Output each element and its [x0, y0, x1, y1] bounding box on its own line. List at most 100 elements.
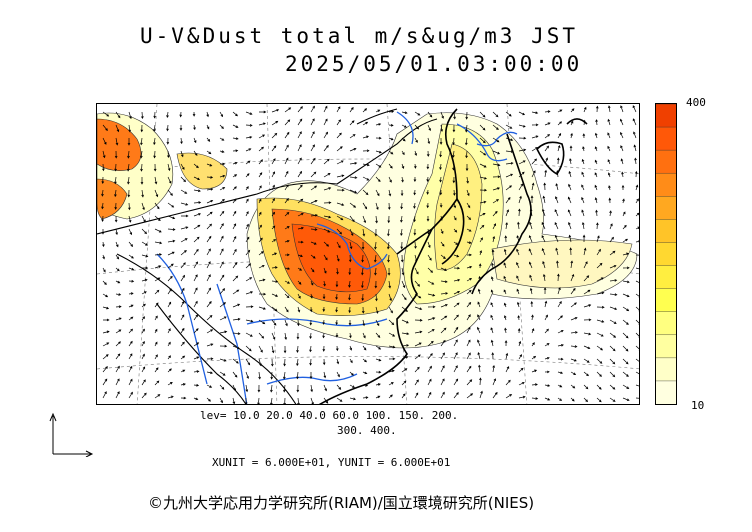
wind-arrow	[128, 228, 133, 236]
wind-arrow	[453, 241, 459, 245]
wind-arrow	[166, 111, 169, 119]
wind-arrow	[504, 327, 507, 334]
wind-arrow	[570, 371, 577, 375]
wind-arrow	[362, 135, 369, 139]
wind-arrow	[426, 150, 430, 157]
wind-arrow	[596, 305, 605, 309]
wind-arrow	[439, 150, 443, 158]
wind-arrow	[568, 221, 572, 230]
wind-arrow	[297, 240, 304, 244]
wind-arrow	[479, 188, 488, 192]
wind-arrow	[466, 393, 474, 399]
wind-arrow	[622, 371, 629, 377]
wind-arrow	[466, 189, 470, 197]
wind-arrow	[518, 395, 526, 399]
wind-arrow	[219, 174, 226, 178]
wind-arrow	[206, 163, 213, 167]
wind-arrow	[622, 280, 630, 284]
wind-arrow	[479, 150, 487, 156]
wind-arrow	[426, 176, 430, 183]
wind-arrow	[388, 110, 395, 113]
wind-arrow	[426, 189, 430, 195]
wind-arrow	[296, 345, 299, 353]
wind-arrow	[362, 189, 369, 196]
wind-arrow	[206, 124, 210, 130]
wind-arrow	[271, 266, 278, 269]
wind-arrow	[206, 274, 211, 282]
wind-arrow	[581, 221, 585, 230]
wind-arrow	[219, 397, 223, 404]
wind-arrow	[557, 329, 564, 334]
wind-arrow	[258, 292, 267, 296]
wind-arrow	[361, 254, 364, 263]
wind-arrow	[128, 241, 134, 247]
wind-arrow	[373, 254, 377, 263]
wind-arrow	[567, 196, 572, 204]
wind-arrow	[388, 357, 396, 361]
wind-arrow	[141, 328, 145, 334]
wind-arrow	[387, 254, 390, 263]
wind-arrow	[388, 293, 392, 302]
wind-arrow	[427, 254, 432, 261]
wind-arrow	[557, 109, 563, 113]
wind-arrow	[479, 124, 486, 131]
wind-arrow	[531, 383, 538, 386]
colorbar-band	[656, 265, 676, 290]
wind-arrow	[167, 163, 171, 172]
wind-arrow	[283, 358, 286, 367]
wind-arrow	[386, 241, 390, 250]
wind-arrow	[323, 118, 328, 126]
wind-arrow	[491, 352, 495, 360]
wind-arrow	[154, 341, 158, 347]
wind-arrow	[309, 358, 312, 366]
wind-arrow	[258, 211, 262, 217]
wind-arrow	[557, 315, 563, 321]
wind-arrow	[570, 302, 577, 308]
wind-arrow	[349, 107, 354, 113]
wind-arrow	[102, 163, 105, 172]
wind-arrow	[296, 332, 300, 340]
wind-arrow	[297, 170, 303, 178]
wind-arrow	[362, 396, 369, 399]
wind-arrow	[206, 315, 213, 321]
wind-arrow	[128, 316, 134, 321]
colorbar-band	[656, 242, 676, 267]
wind-arrow	[440, 391, 445, 399]
wind-arrow	[544, 110, 551, 113]
wind-arrow	[258, 146, 264, 152]
wind-arrow	[232, 261, 238, 269]
wind-arrow	[206, 176, 214, 179]
wind-arrow	[297, 306, 301, 313]
wind-arrow	[375, 109, 381, 113]
wind-arrow	[180, 314, 185, 321]
wind-arrow	[609, 306, 618, 311]
wind-arrow	[440, 315, 448, 321]
wind-arrow	[297, 212, 304, 217]
wind-arrow	[102, 280, 107, 286]
wind-arrow	[541, 235, 546, 243]
wind-arrow	[504, 340, 508, 347]
wind-arrow	[492, 223, 497, 230]
wind-arrow	[101, 229, 105, 235]
wind-arrow	[479, 250, 483, 256]
wind-arrow	[193, 314, 199, 321]
wind-arrow	[232, 210, 237, 217]
wind-arrow	[245, 160, 251, 165]
copyright-notice: ©九州大学応用力学研究所(RIAM)/国立環境研究所(NIES)	[148, 494, 535, 512]
wind-arrow	[426, 202, 430, 209]
wind-arrow	[466, 228, 472, 232]
wind-arrow	[154, 302, 159, 308]
wind-arrow	[503, 275, 507, 282]
wind-arrow	[607, 132, 611, 139]
wind-arrow	[336, 215, 344, 221]
wind-arrow	[193, 261, 198, 269]
wind-arrow	[206, 329, 214, 334]
wind-arrow	[518, 111, 526, 116]
wind-arrow	[427, 305, 436, 309]
wind-arrow	[167, 395, 174, 399]
wind-arrow	[427, 329, 435, 334]
wind-arrow	[362, 319, 366, 327]
wind-arrow	[258, 345, 263, 353]
wind-arrow	[401, 280, 406, 289]
wind-arrow	[102, 366, 108, 373]
